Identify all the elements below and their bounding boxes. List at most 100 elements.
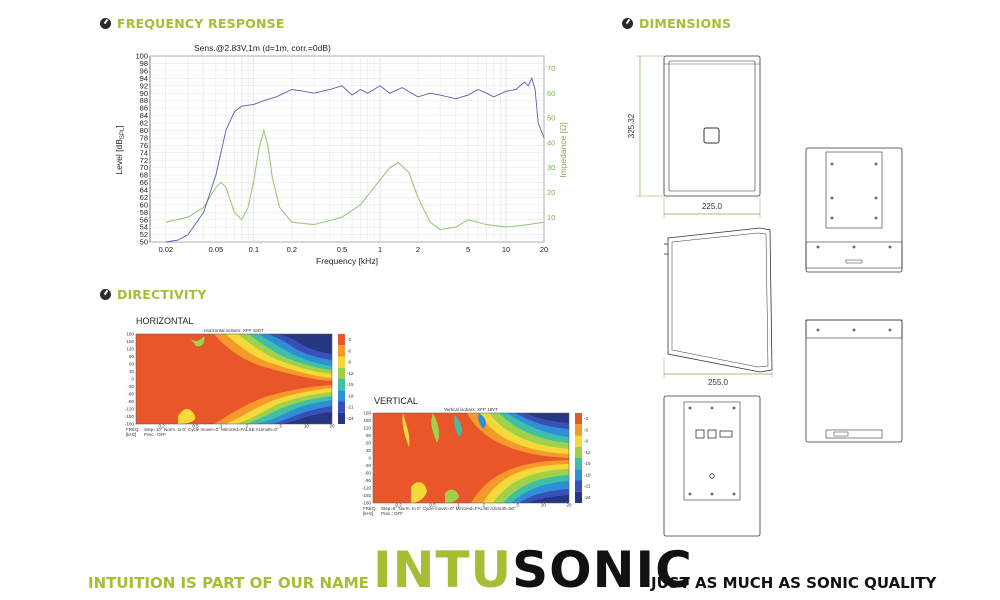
y-tick-left-label: 62 [140, 193, 148, 202]
h-y-tick-label: -180 [125, 422, 135, 427]
y-tick-left-label: 52 [140, 230, 148, 239]
bottom-view-drawing [805, 319, 903, 443]
section-bullet-icon [100, 289, 111, 300]
h-x-tick-label: 20 [329, 424, 335, 429]
h-legend-swatch [338, 356, 345, 368]
v-y-tick-label: -30 [364, 463, 371, 468]
h-footer-prec: Prec.: OFF [144, 432, 166, 437]
v-legend-swatch [575, 469, 582, 481]
v-legend-swatch [575, 446, 582, 458]
x-tick-label: 0.05 [209, 245, 224, 254]
h-y-tick-label: -60 [127, 392, 134, 397]
v-x-tick-label: 10 [541, 503, 547, 508]
y-tick-left-label: 82 [140, 119, 148, 128]
h-y-tick-label: 30 [129, 369, 135, 374]
v-legend-label: -3 [584, 416, 588, 421]
h-y-tick-label: 180 [126, 332, 134, 337]
v-y-tick-label: -180 [362, 501, 372, 506]
top-view-drawing [805, 147, 903, 273]
v-y-tick-label: -90 [364, 478, 371, 483]
y-tick-left-label: 60 [140, 200, 148, 209]
plot-area [149, 55, 545, 243]
v-legend-swatch [575, 435, 582, 447]
h-map-frame [135, 333, 333, 425]
h-x-tick-label: 1 [220, 424, 223, 429]
y-tick-right-label: 50 [547, 114, 555, 123]
x-tick-label: 0.02 [158, 245, 173, 254]
h-legend-swatch [338, 412, 345, 424]
depth-value: 255.0 [708, 378, 729, 387]
y-tick-right-label: 60 [547, 89, 555, 98]
v-freq-unit: [kHz] [363, 511, 373, 516]
v-legend-label: -12 [584, 450, 591, 455]
y-tick-left-label: 80 [140, 126, 148, 135]
y-tick-left-label: 90 [140, 89, 148, 98]
logo-part-sonic: SONIC [512, 541, 693, 599]
vertical-directivity-chart: Vertical isobars: XFP 18VT 1801501209060… [362, 407, 591, 516]
h-x-ticks: 0.2 0.5 1 2 5 10 20 [159, 424, 335, 429]
v-legend-swatch [575, 458, 582, 470]
y-tick-left-label: 84 [140, 111, 148, 120]
v-footer-prec: Prec.: OFF [381, 511, 403, 516]
front-view-drawing [663, 55, 761, 197]
h-legend-label: -18 [347, 393, 354, 398]
v-legend-label: -6 [584, 427, 588, 432]
horizontal-directivity-chart: Horizontal isobars: XFP 18DT 18015012090… [125, 328, 354, 437]
grid [150, 55, 545, 243]
v-y-tick-label: 120 [363, 426, 371, 431]
x-tick-label: 5 [466, 245, 470, 254]
h-legend-label: -12 [347, 371, 354, 376]
h-freq-label: FREQ. [126, 427, 140, 432]
y-tick-left-label: 70 [140, 163, 148, 172]
fr-chart-title: Sens.@2.83V,1m (d=1m, corr.=0dB) [194, 43, 331, 53]
directivity-title-text: DIRECTIVITY [117, 287, 207, 302]
v-map-frame [372, 412, 570, 504]
v-x-tick-label: 2 [483, 503, 486, 508]
h-x-tick-label: 10 [304, 424, 310, 429]
y-tick-left-label: 68 [140, 171, 148, 180]
v-footer-params: Step=5° Norm. to 0° Cycle mover=0° Mirro… [381, 506, 516, 511]
v-x-ticks: 0.2 0.5 1 2 5 10 20 [396, 503, 572, 508]
directivity-title: DIRECTIVITY [100, 287, 207, 302]
h-legend-label: -3 [347, 337, 351, 342]
v-legend-label: -21 [584, 484, 591, 489]
height-dimension: 325.32 [627, 55, 664, 197]
side-view-drawing [664, 227, 773, 373]
v-y-tick-label: -60 [364, 471, 371, 476]
v-y-tick-label: 60 [366, 441, 372, 446]
fr-y-label-sub: SPL [120, 127, 126, 139]
h-x-tick-label: 2 [246, 424, 249, 429]
v-x-tick-label: 0.5 [429, 503, 436, 508]
h-legend-label: -6 [347, 348, 351, 353]
dimension-drawings: 325.32 225.0 255.0 [627, 55, 903, 537]
v-legend-swatch [575, 480, 582, 492]
v-legend-swatch [575, 413, 582, 425]
y-ticks-left: 1009896949290888684828078767472706866646… [135, 52, 148, 247]
y-tick-left-label: 96 [140, 66, 148, 75]
h-y-tick-label: -150 [125, 414, 135, 419]
dimensions-title-text: DIMENSIONS [639, 16, 732, 31]
h-x-tick-label: 5 [279, 424, 282, 429]
h-legend-label: -21 [347, 405, 354, 410]
h-y-tick-label: 120 [126, 347, 134, 352]
x-tick-label: 0.1 [249, 245, 259, 254]
y-tick-left-label: 88 [140, 96, 148, 105]
v-y-tick-label: -120 [362, 486, 372, 491]
fr-y-axis-label-left: Level [dBSPL] [114, 125, 126, 174]
fr-y-axis-label-right: Impedance [Ω] [558, 122, 568, 178]
logo-part-intu: INTU [373, 541, 513, 599]
h-y-tick-label: -30 [127, 384, 134, 389]
section-bullet-icon [622, 18, 633, 29]
h-legend-swatch [338, 401, 345, 413]
y-tick-right-label: 20 [547, 188, 555, 197]
y-tick-right-label: 30 [547, 163, 555, 172]
h-legend-label: -15 [347, 382, 354, 387]
h-x-tick-label: 0.2 [159, 424, 166, 429]
vertical-label: VERTICAL [374, 396, 418, 406]
footer-tagline-left: INTUITION IS PART OF OUR NAME [88, 574, 369, 592]
frequency-response-title: FREQUENCY RESPONSE [100, 16, 285, 31]
h-y-tick-label: 90 [129, 354, 135, 359]
frequency-response-chart: 1009896949290888684828078767472706866646… [114, 43, 568, 266]
v-x-tick-label: 0.2 [396, 503, 403, 508]
fr-y-label-end: ] [114, 125, 124, 127]
